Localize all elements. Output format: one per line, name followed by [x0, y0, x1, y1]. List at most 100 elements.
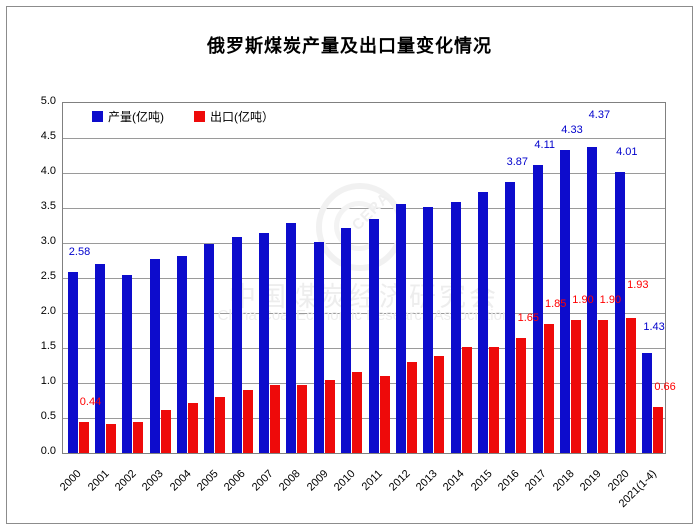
- y-tick-label: 3.0: [40, 235, 56, 247]
- bar-export: [352, 371, 363, 453]
- bar-export: [406, 362, 417, 453]
- bar-export: [160, 410, 171, 453]
- bar-production: [231, 236, 242, 453]
- watermark-text-cn: 中国煤炭经济研究会: [229, 282, 499, 312]
- y-tick-label: 2.0: [40, 305, 56, 317]
- x-tick-label: 2002: [112, 467, 139, 494]
- bar-export: [270, 385, 280, 453]
- gridline: [63, 243, 665, 244]
- bar-value-label-production: 2.58: [68, 246, 91, 259]
- watermark-logo-icon: [316, 183, 404, 271]
- bar-value-label-export: 0.44: [79, 396, 102, 409]
- bar-export: [105, 424, 116, 453]
- x-tick-label: 2001: [85, 467, 112, 494]
- bar-value-label-production: 4.01: [616, 146, 638, 159]
- bar-value-label-production: 4.37: [588, 109, 611, 122]
- bar-production: [67, 272, 78, 453]
- gridline: [63, 383, 665, 384]
- gridline: [63, 348, 665, 349]
- bar-export: [78, 422, 89, 453]
- bar-export: [543, 323, 554, 453]
- bar-value-label-export: 1.90: [572, 294, 594, 306]
- y-tick-label: 1.5: [40, 340, 56, 352]
- legend-label-export: 出口(亿吨）: [210, 110, 274, 124]
- bar-export: [434, 355, 445, 453]
- bar-value-label-export: 1.90: [599, 294, 622, 306]
- bar-value-label-production: 1.43: [643, 320, 665, 333]
- gridline: [63, 173, 665, 174]
- bar-production: [368, 218, 379, 453]
- legend-label-production: 产量(亿吨): [108, 110, 164, 124]
- bar-production: [587, 147, 598, 453]
- bar-value-label-export: 1.65: [517, 311, 539, 324]
- page-title: 俄罗斯煤炭产量及出口量变化情况: [207, 36, 492, 56]
- bar-production: [149, 259, 160, 453]
- chart-legend: 产量(亿吨) 出口(亿吨）: [92, 108, 274, 125]
- x-tick-label: 2016: [495, 467, 522, 494]
- legend-item-export: 出口(亿吨）: [194, 108, 274, 125]
- x-tick-label: 2010: [331, 467, 358, 494]
- y-tick-label: 2.5: [40, 270, 56, 282]
- x-tick-label: 2019: [578, 467, 604, 494]
- bar-production: [642, 352, 653, 453]
- x-tick-label: 2012: [386, 467, 413, 494]
- bar-export: [242, 390, 253, 453]
- bar-production: [532, 165, 543, 453]
- y-tick-label: 4.0: [40, 165, 56, 177]
- bar-production: [177, 255, 187, 453]
- gridline: [63, 278, 665, 279]
- bar-export: [598, 320, 609, 453]
- x-tick-label: 2015: [468, 467, 495, 494]
- x-tick-label: 2014: [441, 467, 468, 494]
- bar-value-label-production: 4.33: [561, 123, 583, 136]
- bar-export: [215, 397, 226, 453]
- bar-value-label-production: 4.11: [534, 139, 555, 152]
- bar-export: [653, 406, 664, 453]
- x-tick-label: 2018: [550, 467, 577, 494]
- x-tick-label: 2005: [194, 467, 221, 494]
- x-tick-label: 2004: [167, 467, 194, 494]
- y-tick-label: 0.5: [40, 410, 56, 422]
- bar-production: [259, 233, 269, 453]
- bar-value-label-export: 0.66: [654, 380, 676, 393]
- bar-export: [461, 347, 472, 453]
- x-tick-label: 2007: [249, 467, 276, 494]
- export-swatch-icon: [194, 111, 205, 122]
- gridline: [63, 208, 665, 209]
- bar-export: [133, 422, 144, 453]
- bar-production: [614, 172, 625, 453]
- y-tick-label: 1.0: [40, 375, 56, 387]
- bar-value-label-export: 1.85: [544, 297, 567, 310]
- bar-production: [478, 191, 488, 453]
- bar-value-label-production: 3.87: [506, 156, 528, 169]
- bar-export: [489, 346, 499, 453]
- bar-production: [450, 202, 461, 453]
- x-tick-label: 2006: [222, 467, 249, 494]
- bar-production: [505, 182, 516, 453]
- y-tick-label: 0.0: [40, 445, 56, 457]
- bar-export: [297, 385, 308, 453]
- bar-export: [571, 320, 581, 453]
- x-tick-label: 2011: [359, 467, 385, 493]
- x-tick-label: 2013: [413, 467, 440, 494]
- bar-production: [122, 274, 133, 453]
- gridline: [63, 138, 665, 139]
- production-swatch-icon: [92, 111, 103, 122]
- gridline: [63, 313, 665, 314]
- x-tick-label: 2017: [523, 467, 550, 494]
- y-tick-label: 3.5: [40, 200, 56, 212]
- bar-production: [313, 242, 324, 453]
- bar-export: [379, 376, 390, 453]
- bar-production: [204, 244, 215, 453]
- bar-value-label-export: 1.93: [627, 278, 649, 291]
- bar-production: [341, 227, 352, 453]
- y-tick-label: 4.5: [40, 130, 56, 142]
- gridline: [63, 418, 665, 419]
- bar-production: [286, 223, 297, 453]
- bar-export: [324, 379, 335, 453]
- bar-production: [423, 206, 434, 453]
- bar-export: [516, 337, 527, 453]
- bar-export: [625, 317, 636, 453]
- bar-production: [94, 264, 105, 453]
